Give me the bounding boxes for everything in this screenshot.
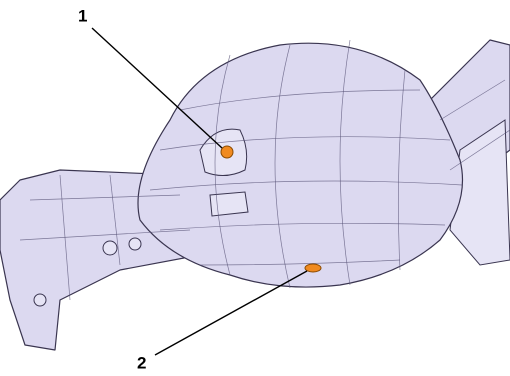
leader-line	[91, 27, 223, 149]
leader-line	[154, 270, 308, 356]
axle-housing	[0, 39, 510, 351]
callout-label: 2	[137, 353, 146, 372]
plug-2	[304, 263, 322, 273]
callout-label: 1	[78, 6, 87, 25]
callouts: 1 2	[78, 6, 308, 372]
plug-1	[220, 145, 234, 159]
plugs	[220, 145, 322, 273]
